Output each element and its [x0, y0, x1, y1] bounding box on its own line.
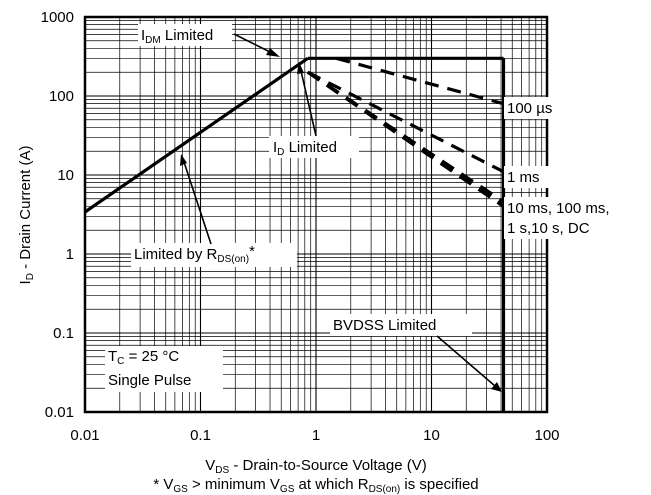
bvdss-limited-label: BVDSS Limited [333, 317, 436, 334]
series-group [84, 56, 506, 412]
label-1ms: 1 ms [507, 169, 540, 186]
y-tick-label: 1 [66, 246, 74, 263]
x-tick-label: 0.1 [190, 427, 211, 444]
l1ms-bg [504, 166, 552, 188]
idm-limited-label: IDM Limited [141, 27, 213, 46]
y-tick-label: 0.1 [53, 325, 74, 342]
y-tick-label: 10 [57, 167, 74, 184]
rds-arrow-line [183, 161, 212, 245]
y-tick-label: 100 [49, 88, 74, 105]
label-100us: 100 µs [507, 100, 552, 117]
x-tick-label: 1 [312, 427, 320, 444]
bvdss-arrowhead [491, 382, 502, 392]
idm-arrowhead [266, 48, 280, 57]
bvdss-arrow-line [436, 335, 496, 387]
annotation-arrowheads [180, 48, 502, 392]
single-pulse-label: Single Pulse [108, 372, 191, 389]
rds-label-bg [131, 243, 297, 267]
footnote: * VGS > minimum VGS at which RDS(on) is … [153, 476, 478, 495]
id-limited-label: ID Limited [273, 139, 337, 158]
tc-label-bg [105, 346, 223, 392]
tc-label: TC = 25 °C [108, 348, 179, 367]
solid-limit-line-0 [84, 56, 309, 214]
x-tick-label: 10 [423, 427, 440, 444]
label-10ms-line2: 1 s,10 s, DC [507, 220, 590, 237]
x-tick-label: 0.01 [70, 427, 99, 444]
annotation-arrows [183, 33, 496, 387]
l100us-bg [504, 97, 566, 119]
id-arrow-line [300, 70, 317, 137]
dashed-limit-line-7 [306, 70, 505, 203]
y-tick-label: 0.01 [45, 404, 74, 421]
id-arrowhead [297, 62, 304, 74]
idm-arrow-line [233, 33, 273, 54]
dashed-limit-line-4 [307, 70, 505, 174]
rds-limited-label: Limited by RDS(on)* [134, 243, 255, 265]
bvdss-label-bg [330, 314, 472, 336]
tick-labels: 0.01 0.1 1 10 100 1000 100 10 1 0.1 0.01 [41, 9, 560, 444]
id-label-bg [269, 136, 359, 158]
rds-arrowhead [180, 154, 187, 166]
l10ms-bg [504, 197, 638, 239]
label-10ms-line1: 10 ms, 100 ms, [507, 200, 610, 217]
x-tick-label: 100 [534, 427, 559, 444]
idm-label-bg [138, 24, 232, 46]
y-tick-label: 1000 [41, 9, 74, 26]
y-axis-title: ID - Drain Current (A) [17, 146, 36, 285]
x-axis-title: VDS - Drain-to-Source Voltage (V) [205, 457, 427, 476]
dashed-limit-line-3 [335, 56, 504, 106]
